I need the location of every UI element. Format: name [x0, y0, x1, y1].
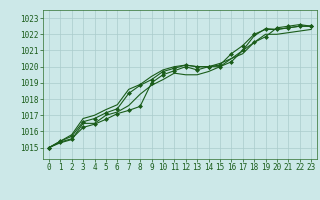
Text: Graphe pression niveau de la mer (hPa): Graphe pression niveau de la mer (hPa)	[58, 187, 262, 196]
